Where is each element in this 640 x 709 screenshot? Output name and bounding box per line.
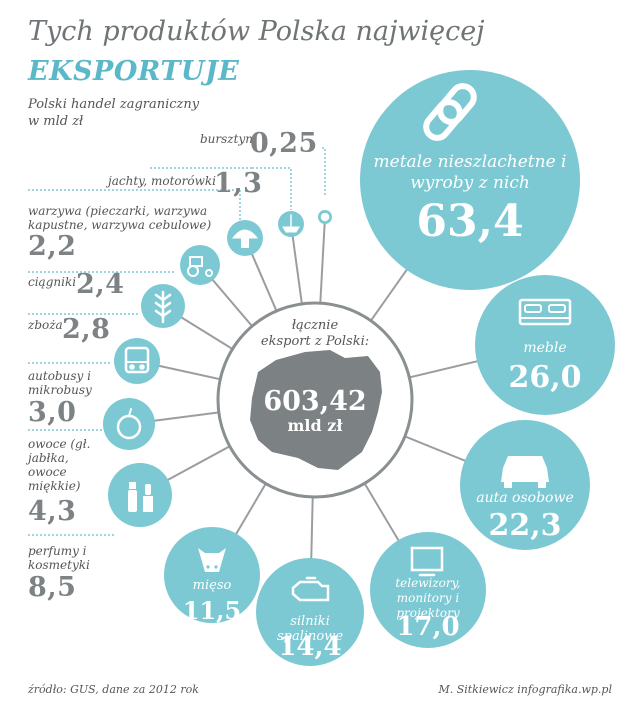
amber-icon: [320, 212, 330, 222]
subtitle-line-1: Polski handel zagraniczny: [28, 97, 200, 112]
label-jachty: jachty, motorówki: [108, 174, 216, 188]
center-label-line-2: eksport z Polski:: [260, 334, 370, 349]
circle-telewizory: [370, 532, 486, 648]
car-icon: [501, 456, 549, 488]
circle-perfumy: [108, 463, 172, 527]
circle-metale: [360, 70, 580, 290]
value-autobusy: 3,0: [28, 397, 77, 428]
center-label-line-1: łącznie: [291, 318, 339, 333]
value-zboza: 2,8: [62, 314, 111, 345]
center-total-unit: mld zł: [287, 416, 343, 435]
author-credit: M. Sitkiewicz infografika.wp.pl: [438, 683, 612, 696]
value-owoce: 4,3: [28, 496, 77, 527]
label-meble: meble: [523, 340, 567, 356]
tractor-icon: [187, 256, 213, 277]
label-owoce: owoce (gł. jabłka, owoce miękkie): [28, 437, 91, 493]
page-title: Tych produktów Polska najwięcej: [28, 16, 485, 47]
center-label: łącznie eksport z Polski:: [230, 318, 400, 350]
circle-owoce: [103, 398, 155, 450]
subtitle: Polski handel zagraniczny w mld zł: [28, 96, 199, 130]
value-mieso: 11,5: [182, 596, 242, 625]
source-note: źródło: GUS, dane za 2012 rok: [28, 683, 199, 696]
label-metale: metale nieszlachetne i wyroby z nich: [373, 152, 567, 193]
leader-jachty: [252, 167, 292, 210]
big-item-circles: [164, 70, 615, 666]
value-telewizory: 17,0: [396, 612, 460, 642]
page-title-emphasis: EKSPORTUJE: [28, 56, 240, 87]
bus-icon: [124, 346, 150, 374]
label-mieso: mięso: [192, 578, 232, 593]
value-jachty: 1,3: [214, 168, 263, 199]
label-ciagniki: ciągniki: [28, 275, 77, 289]
icons: [116, 83, 572, 602]
circle-auta: [460, 420, 590, 550]
label-auta: auta osobowe: [476, 490, 574, 506]
value-meble: 26,0: [508, 360, 582, 395]
circle-meble: [475, 275, 615, 415]
label-silniki: silniki spalinowe: [276, 614, 344, 644]
label-autobusy: autobusy i mikrobusy: [28, 369, 92, 397]
circle-silniki: [256, 558, 364, 666]
wheat-icon: [154, 290, 172, 324]
value-auta: 22,3: [488, 508, 562, 543]
engine-icon: [291, 576, 330, 602]
leader-warzywa: [232, 189, 241, 220]
leader-bursztyn: [322, 147, 326, 195]
label-perfumy: perfumy i kosmetyki: [28, 544, 90, 572]
label-bursztyn: bursztyn: [200, 132, 253, 146]
cosmetics-icon: [128, 482, 153, 512]
dotted-leaders: [28, 147, 326, 536]
boat-icon: [282, 214, 300, 233]
apple-icon: [116, 408, 142, 440]
value-perfumy: 8,5: [28, 572, 77, 603]
value-ciagniki: 2,4: [76, 269, 125, 300]
center-total-value: 603,42: [263, 386, 367, 417]
bed-icon: [518, 298, 572, 326]
cow-icon: [198, 548, 226, 572]
value-metale: 63,4: [416, 196, 524, 247]
value-silniki: 14,4: [278, 632, 342, 662]
label-telewizory: telewizory, monitory i projektory: [395, 576, 461, 620]
value-warzywa: 2,2: [28, 231, 77, 262]
label-warzywa: warzywa (pieczarki, warzywa kapustne, wa…: [28, 204, 212, 232]
circle-mieso: [164, 527, 260, 623]
subtitle-line-2: w mld zł: [28, 114, 84, 129]
mushroom-icon: [231, 229, 259, 248]
tv-icon: [410, 546, 444, 577]
value-bursztyn: 0,25: [250, 128, 318, 159]
chain-link-icon: [423, 83, 477, 141]
poland-map-shape: [250, 350, 382, 470]
label-zboza: zboża: [28, 318, 63, 332]
